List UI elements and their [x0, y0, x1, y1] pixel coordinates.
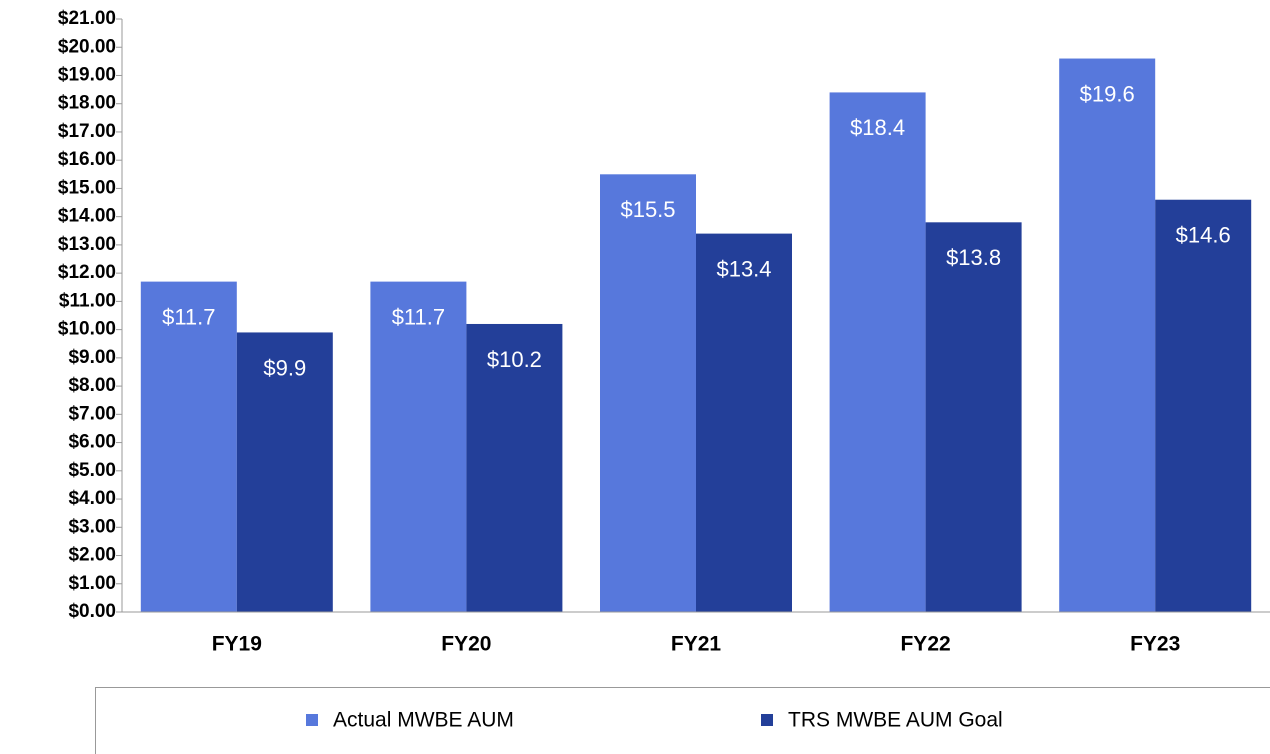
y-tick-label: $18.00 — [58, 93, 116, 114]
legend-label: Actual MWBE AUM — [333, 709, 514, 732]
data-label: $18.4 — [850, 115, 905, 140]
bar — [236, 332, 333, 612]
y-tick-label: $12.00 — [58, 262, 116, 283]
y-tick-label: $4.00 — [68, 488, 116, 509]
y-tick-label: $3.00 — [68, 516, 116, 537]
y-tick-label: $14.00 — [58, 206, 116, 227]
y-tick-label: $20.00 — [58, 36, 116, 57]
y-tick-label: $5.00 — [68, 460, 116, 481]
legend-box — [95, 687, 1270, 754]
x-tick-label: FY22 — [900, 633, 950, 656]
x-tick-label: FY23 — [1130, 633, 1180, 656]
y-tick-label: $11.00 — [59, 290, 116, 311]
x-tick-label: FY21 — [671, 633, 722, 656]
data-label: $13.8 — [946, 245, 1001, 270]
data-label: $9.9 — [263, 355, 306, 380]
bar — [1155, 199, 1252, 612]
data-label: $11.7 — [392, 304, 445, 329]
legend-label: TRS MWBE AUM Goal — [788, 709, 1003, 732]
y-tick-label: $6.00 — [68, 432, 116, 453]
bar — [696, 233, 792, 612]
legend-swatch — [761, 714, 773, 726]
x-tick-label: FY19 — [212, 633, 262, 656]
y-tick-label: $10.00 — [58, 319, 116, 340]
y-tick-label: $8.00 — [68, 375, 116, 396]
data-label: $10.2 — [487, 347, 542, 372]
bar — [140, 281, 237, 612]
y-tick-label: $15.00 — [58, 177, 116, 198]
y-tick-label: $16.00 — [58, 149, 116, 170]
bar — [466, 323, 563, 612]
y-tick-label: $19.00 — [58, 64, 116, 85]
data-label: $11.7 — [162, 304, 215, 329]
legend-swatch — [306, 714, 318, 726]
y-tick-label: $9.00 — [68, 347, 116, 368]
data-label: $14.6 — [1176, 223, 1231, 248]
y-tick-label: $0.00 — [68, 601, 116, 622]
x-tick-label: FY20 — [441, 633, 491, 656]
bar — [370, 281, 467, 612]
bar — [600, 174, 696, 613]
y-tick-label: $21.00 — [58, 8, 116, 29]
data-label: $19.6 — [1080, 81, 1135, 106]
bar — [1059, 58, 1156, 613]
bar — [829, 92, 926, 612]
y-tick-label: $2.00 — [68, 545, 116, 566]
y-tick-label: $1.00 — [68, 573, 116, 594]
bar — [925, 222, 1022, 613]
data-label: $13.4 — [716, 256, 771, 281]
data-label: $15.5 — [620, 197, 675, 222]
y-tick-label: $7.00 — [68, 403, 116, 424]
y-tick-label: $13.00 — [58, 234, 116, 255]
y-tick-label: $17.00 — [58, 121, 116, 142]
